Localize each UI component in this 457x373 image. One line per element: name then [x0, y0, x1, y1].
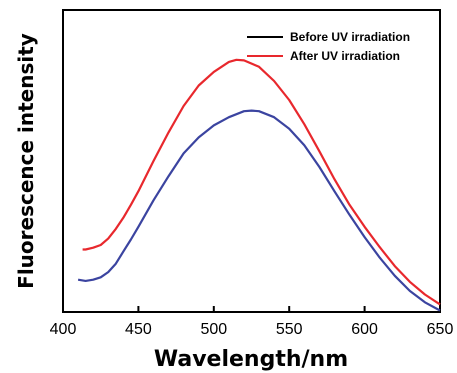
x-tick-label: 550: [276, 321, 303, 338]
series-layer: [77, 58, 441, 312]
legend-label-after: After UV irradiation: [290, 49, 400, 63]
y-axis-title: Fluorescence intensity: [14, 33, 38, 289]
legend-label-before: Before UV irradiation: [290, 30, 410, 44]
x-tick-label: 650: [427, 321, 454, 338]
legend: Before UV irradiation After UV irradiati…: [247, 30, 410, 63]
x-tick-label: 450: [125, 321, 152, 338]
plot-frame: [62, 9, 441, 313]
x-tick-label: 600: [351, 321, 378, 338]
x-axis-ticks: 400 450 500 550 600 650: [50, 306, 454, 338]
x-axis-title: Wavelength/nm: [154, 347, 348, 372]
x-tick-label: 400: [50, 321, 77, 338]
x-tick-label: 500: [200, 321, 227, 338]
series-line-before-uv: [77, 109, 441, 312]
series-line-after-uv: [82, 58, 441, 306]
